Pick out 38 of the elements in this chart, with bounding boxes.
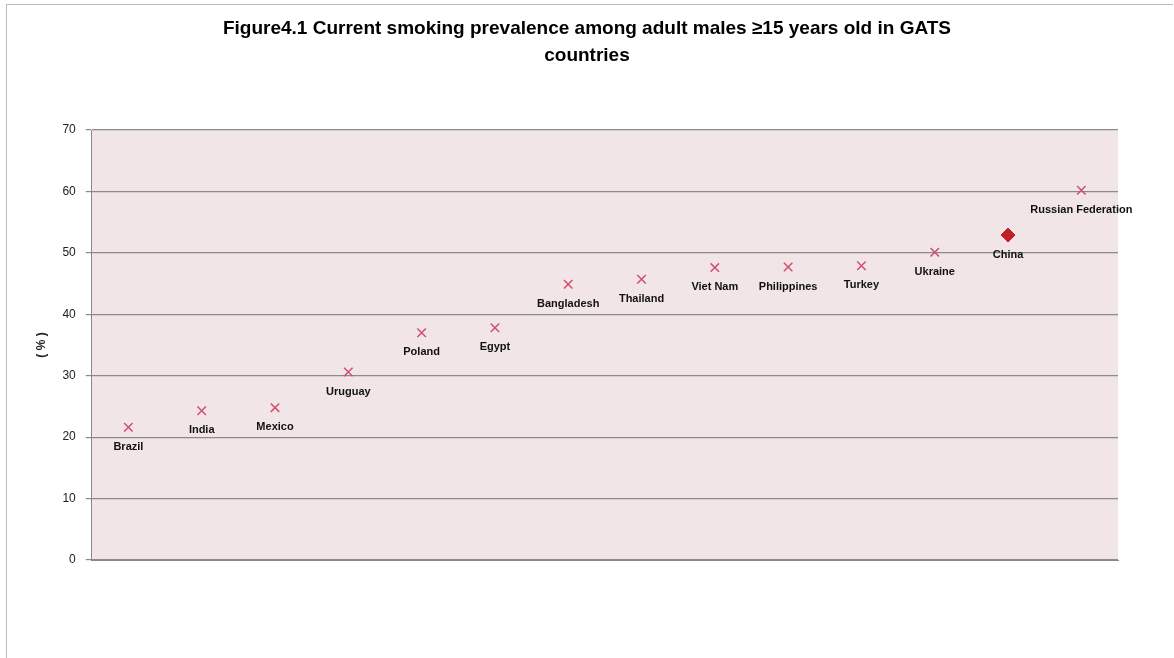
point: [123, 422, 134, 433]
y-tick-label: 40: [62, 306, 77, 321]
x-tick-label: Ukraine: [914, 264, 955, 277]
x-tick-label: Mexico: [256, 420, 294, 433]
y-tick-label: 70: [62, 122, 77, 137]
point: [929, 247, 940, 258]
y-tick-label: 0: [69, 552, 77, 567]
point: [343, 367, 354, 378]
point: [416, 327, 427, 338]
x-tick-label: Uruguay: [326, 384, 372, 397]
y-axis-title: ( % ): [33, 332, 48, 358]
point: [783, 261, 794, 272]
point: [1076, 185, 1087, 196]
x-tick-label: Turkey: [843, 278, 880, 291]
x-tick-label: Poland: [403, 345, 440, 358]
point: [1000, 227, 1016, 243]
x-tick-label: Egypt: [479, 340, 511, 353]
chart-title: Figure4.1 Current smoking prevalence among adult males ≥15 years old in GATS countries: [221, 16, 953, 67]
y-tick-label: 30: [62, 368, 77, 383]
point: [489, 322, 500, 333]
point: [563, 279, 574, 290]
point: [196, 405, 207, 416]
y-tick-label: 20: [62, 429, 77, 444]
x-tick-label: Viet Nam: [691, 280, 739, 293]
point: [856, 260, 867, 271]
x-tick-label: Philippines: [758, 279, 818, 292]
point: [270, 402, 280, 413]
x-tick-label: Brazil: [113, 439, 144, 452]
x-tick-label: Bangladesh: [537, 296, 600, 309]
point: [636, 274, 647, 285]
point: [709, 262, 720, 273]
y-tick-label: 50: [62, 245, 77, 260]
x-tick-label: India: [188, 423, 216, 436]
y-tick-label: 10: [62, 490, 77, 505]
x-tick-label: Thailand: [618, 291, 665, 304]
y-tick-label: 60: [62, 183, 77, 198]
x-tick-label: Russian Federation: [1030, 202, 1133, 215]
x-tick-label: China: [992, 247, 1025, 260]
